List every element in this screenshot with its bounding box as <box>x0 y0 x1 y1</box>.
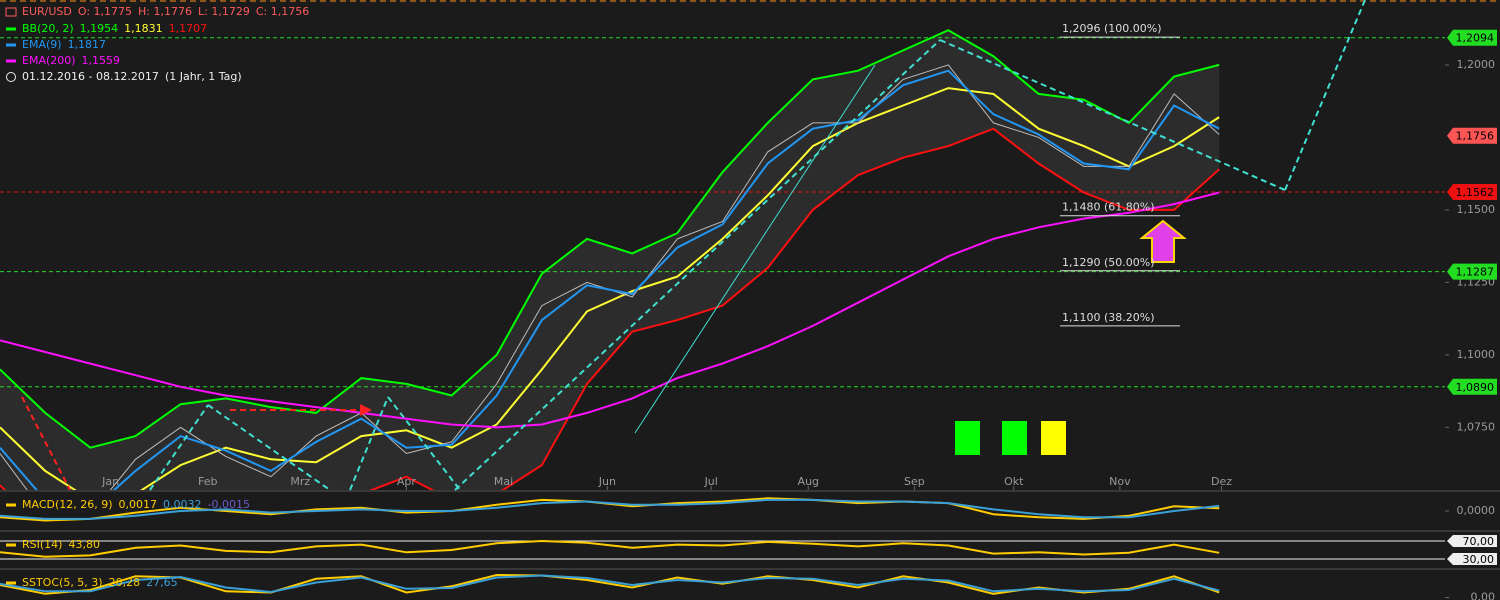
series-line <box>0 191 1220 429</box>
y-tick-label: 70,00 <box>1463 535 1495 548</box>
level-marker <box>1447 127 1497 144</box>
x-tick-label: Apr <box>397 475 417 488</box>
legend-text: EMA(200) <box>22 54 76 67</box>
legend-text: 0,0032 <box>163 498 202 511</box>
legend-text: 43,80 <box>68 538 100 551</box>
indicator-line <box>0 539 1220 558</box>
level-label: 1,2094 <box>1456 32 1495 45</box>
x-tick-label: Aug <box>798 475 819 488</box>
legend-text: 1,1707 <box>169 22 208 35</box>
x-tick-label: Mai <box>494 475 513 488</box>
level-marker <box>1447 183 1497 200</box>
fib-label: 1,1480 (61.80%) <box>1062 201 1155 214</box>
x-tick-label: Mrz <box>290 475 310 488</box>
y-tick-label: 1,2000 <box>1457 58 1496 71</box>
trend-line <box>149 404 209 491</box>
y-tick-label: 0,00 <box>1471 591 1496 600</box>
series-line <box>0 69 1220 490</box>
legend-text: SSTOC(5, 5, 3) <box>22 576 103 589</box>
legend-text: 1,1559 <box>82 54 121 67</box>
signal-square <box>955 421 980 455</box>
legend-text: L: 1,1729 <box>198 5 250 18</box>
legend-text: 27,65 <box>146 576 178 589</box>
trend-line <box>454 39 941 491</box>
signal-square <box>1041 421 1066 455</box>
y-tick-label: 1,1000 <box>1457 348 1496 361</box>
arrow-head <box>360 404 372 416</box>
trend-line <box>634 64 876 434</box>
trend-line <box>939 39 1286 191</box>
x-tick-label: Sep <box>904 475 925 488</box>
legend-text: 20,28 <box>109 576 141 589</box>
legend-text: EMA(9) <box>22 38 62 51</box>
legend-text: RSI(14) <box>22 538 62 551</box>
legend-text: BB(20, 2) <box>22 22 74 35</box>
bb-upper <box>0 29 1220 449</box>
fib-label: 1,1100 (38.20%) <box>1062 311 1155 324</box>
bb-band-fill <box>0 30 1220 490</box>
up-arrow <box>1139 219 1187 263</box>
level-marker <box>1447 535 1497 547</box>
legend-text: EUR/USD <box>22 5 72 18</box>
trend-line <box>21 396 71 491</box>
y-tick-label: 0,0000 <box>1457 504 1496 517</box>
x-tick-label: Dez <box>1211 475 1232 488</box>
legend-text: 0,0017 <box>119 498 158 511</box>
y-tick-label: 30,00 <box>1463 553 1495 566</box>
x-tick-label: Jan <box>101 475 119 488</box>
level-marker <box>1447 263 1497 280</box>
bb-lower <box>0 127 1220 490</box>
y-tick-label: 1,0750 <box>1457 420 1496 433</box>
indicator-line <box>0 574 1220 594</box>
trend-line <box>207 404 331 491</box>
level-label: 1,1287 <box>1456 266 1495 279</box>
legend-text: H: 1,1776 <box>138 5 192 18</box>
fib-label: 1,1290 (50.00%) <box>1062 256 1155 269</box>
indicator-line <box>0 498 1220 520</box>
level-marker <box>1447 553 1497 565</box>
level-label: 1,1756 <box>1456 130 1495 143</box>
legend-text: C: 1,1756 <box>256 5 309 18</box>
trend-line <box>1284 0 1366 191</box>
x-tick-label: Feb <box>198 475 217 488</box>
trend-line <box>349 396 389 491</box>
fib-label: 1,2096 (100.00%) <box>1062 22 1162 35</box>
clock-icon <box>6 72 16 82</box>
level-label: 1,0890 <box>1456 381 1495 394</box>
main-panel <box>0 29 1445 490</box>
legend-text: 01.12.2016 - 08.12.2017 <box>22 70 159 83</box>
bb-middle <box>0 87 1220 490</box>
y-tick-label: 1,1500 <box>1457 203 1496 216</box>
legend-text: O: 1,1775 <box>78 5 132 18</box>
drawings <box>21 0 1366 491</box>
legend-icon <box>5 7 17 17</box>
level-label: 1,1562 <box>1456 186 1495 199</box>
level-marker <box>1447 29 1497 46</box>
x-tick-label: Okt <box>1004 475 1024 488</box>
legend-text: (1 Jahr, 1 Tag) <box>165 70 242 83</box>
level-marker <box>1447 378 1497 395</box>
x-tick-label: Nov <box>1109 475 1131 488</box>
legend-text: MACD(12, 26, 9) <box>22 498 113 511</box>
legend-text: 1,1954 <box>80 22 119 35</box>
x-tick-label: Jun <box>598 475 616 488</box>
legend-text: 1,1831 <box>124 22 163 35</box>
legend-text: -0,0015 <box>208 498 250 511</box>
x-tick-label: Jul <box>704 475 718 488</box>
legend-text: 1,1817 <box>68 38 107 51</box>
signal-square <box>1002 421 1027 455</box>
